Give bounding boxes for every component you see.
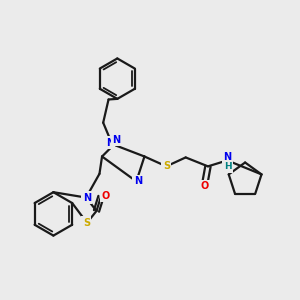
Text: S: S xyxy=(83,218,90,228)
Text: N: N xyxy=(82,193,91,202)
Text: N: N xyxy=(106,138,114,148)
Text: O: O xyxy=(200,181,208,191)
Text: N: N xyxy=(223,152,231,162)
Text: O: O xyxy=(101,191,110,201)
Text: N: N xyxy=(112,135,120,145)
Text: S: S xyxy=(163,161,170,171)
Text: N: N xyxy=(134,176,142,186)
Text: H: H xyxy=(224,162,232,171)
